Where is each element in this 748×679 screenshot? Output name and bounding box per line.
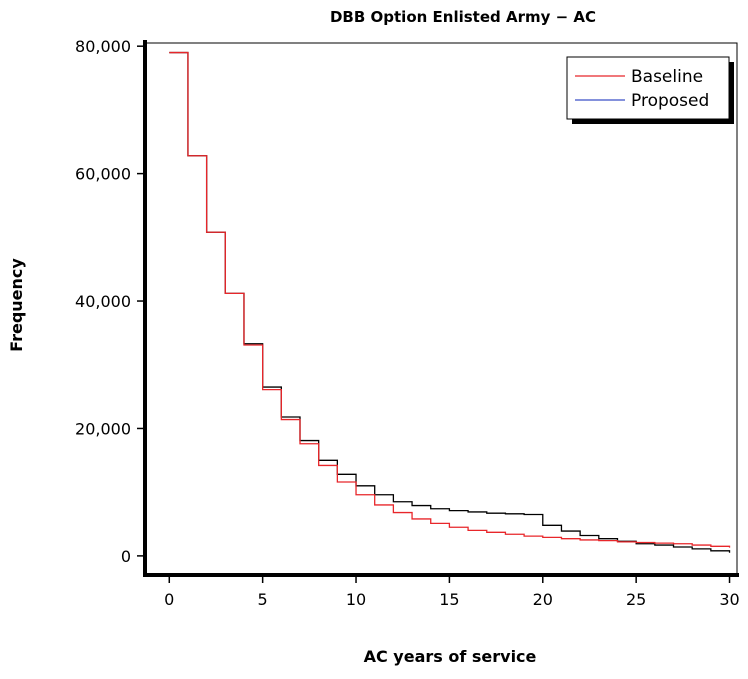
x-tick-label: 15 [439, 590, 459, 609]
y-tick-label: 40,000 [75, 292, 131, 311]
x-ticks: 0 5 10 15 20 25 30 [164, 575, 740, 609]
chart-title: DBB Option Enlisted Army − AC [330, 8, 596, 26]
x-axis-label: AC years of service [364, 647, 537, 666]
legend: Baseline Proposed [566, 56, 734, 124]
legend-label-proposed: Proposed [631, 91, 709, 111]
x-tick-label: 0 [164, 590, 174, 609]
x-tick-label: 20 [533, 590, 553, 609]
x-tick-label: 30 [719, 590, 739, 609]
x-tick-label: 25 [626, 590, 646, 609]
series-layer [169, 51, 731, 553]
y-tick-label: 60,000 [75, 165, 131, 184]
y-ticks: 0 20,000 40,000 60,000 80,000 [75, 37, 145, 566]
legend-box [566, 56, 730, 120]
y-tick-label: 0 [121, 547, 131, 566]
series-line-proposed [169, 51, 731, 553]
y-axis-label: Frequency [7, 258, 26, 352]
legend-label-baseline: Baseline [631, 67, 703, 87]
plot-area [143, 40, 739, 577]
x-tick-label: 10 [346, 590, 366, 609]
x-tick-label: 5 [258, 590, 268, 609]
series-line-baseline [169, 51, 731, 548]
y-tick-label: 80,000 [75, 37, 131, 56]
y-tick-label: 20,000 [75, 419, 131, 438]
